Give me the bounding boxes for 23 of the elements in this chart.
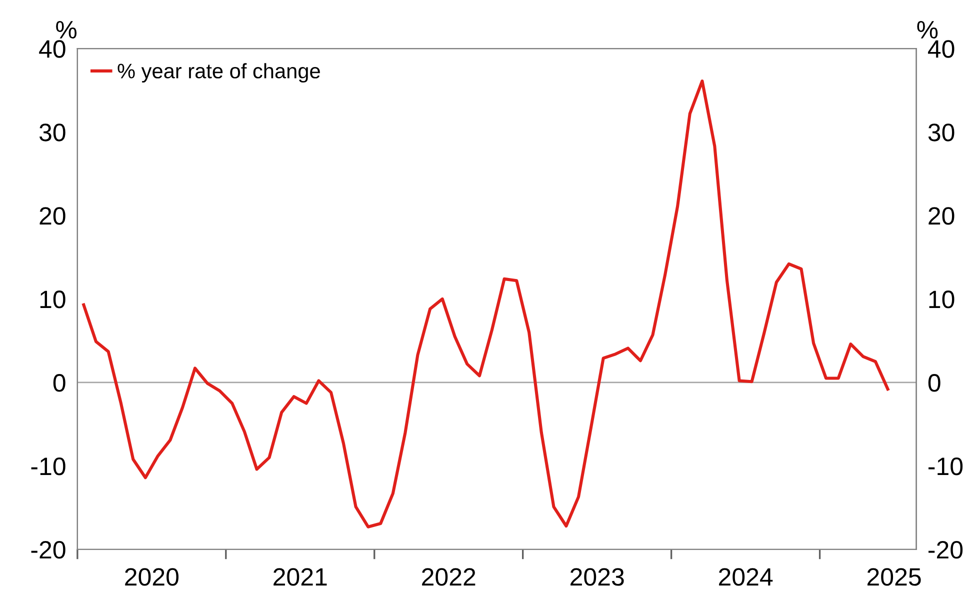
y-tick-label: 10 — [40, 290, 66, 308]
y2-tick-label: -20 — [928, 540, 963, 559]
y2-tick-label: 30 — [928, 124, 954, 142]
x-tick-label: 2022 — [422, 568, 476, 586]
y-tick-label: 30 — [39, 124, 66, 142]
x-tick-label: 2024 — [719, 568, 773, 586]
y2-tick-label: 0 — [928, 374, 940, 392]
y2-tick-label: 20 — [928, 207, 954, 225]
y-tick-label: -20 — [31, 540, 66, 559]
x-tick-label: 2023 — [570, 568, 624, 586]
y-tick-label: 20 — [40, 207, 66, 225]
x-tick-label: 2025 — [867, 568, 921, 586]
x-tick-label: 2021 — [274, 568, 327, 586]
y-tick-label: 0 — [53, 374, 66, 392]
y2-axis-title: % — [917, 21, 938, 38]
legend-label: % year rate of change — [118, 63, 320, 83]
y2-tick-label: 40 — [928, 40, 954, 58]
y2-tick-label: 10 — [929, 290, 954, 308]
y-axis-title: % — [56, 21, 77, 38]
y-tick-label: 40 — [39, 40, 66, 58]
x-tick-label: 2020 — [125, 568, 178, 586]
y-tick-label: -10 — [31, 458, 66, 476]
y2-tick-label: -10 — [928, 458, 963, 476]
